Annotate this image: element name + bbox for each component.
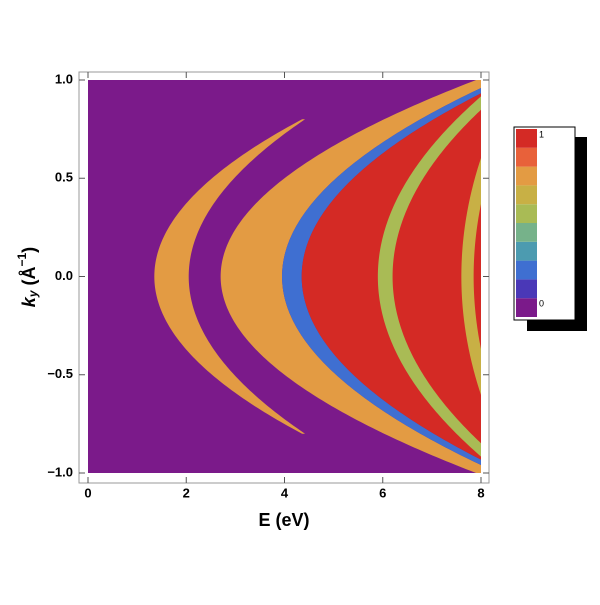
colorbar-swatch <box>516 223 537 242</box>
y-tick-label: 0.0 <box>55 268 73 283</box>
x-axis-label: E (eV) <box>258 510 309 530</box>
colorbar-swatch <box>516 129 537 148</box>
y-tick-label: 1.0 <box>55 71 73 86</box>
colorbar-label: 1 <box>539 129 544 139</box>
x-tick-label: 4 <box>281 485 289 500</box>
y-label-part: (Å <box>19 266 39 290</box>
y-label-part: ) <box>19 247 39 253</box>
band <box>461 158 481 395</box>
y-tick-label: 0.5 <box>55 170 73 185</box>
y-label-part: y <box>26 289 40 298</box>
y-tick-label: −1.0 <box>47 464 73 479</box>
x-tick-label: 0 <box>84 485 91 500</box>
colorbar-swatch <box>516 166 537 186</box>
band <box>220 80 481 473</box>
y-label-part: k <box>19 296 39 307</box>
band <box>377 96 481 457</box>
plot-area <box>88 80 481 473</box>
colorbar-swatch <box>516 185 537 205</box>
colorbar-swatch <box>516 298 537 317</box>
y-tick-label: −0.5 <box>47 366 73 381</box>
colorbar-label: 0 <box>539 299 544 309</box>
colorbar-swatch <box>516 241 537 261</box>
y-axis-label: ky (Å−1) <box>15 247 40 307</box>
x-tick-label: 8 <box>477 485 484 500</box>
colorbar-swatch <box>516 279 537 299</box>
band <box>154 119 306 434</box>
y-label-part: −1 <box>15 252 29 266</box>
colorbar-swatch <box>516 204 537 223</box>
x-tick-label: 6 <box>379 485 386 500</box>
x-tick-label: 2 <box>183 485 190 500</box>
colorbar-swatch <box>516 147 537 167</box>
colorbar-swatch <box>516 260 537 280</box>
